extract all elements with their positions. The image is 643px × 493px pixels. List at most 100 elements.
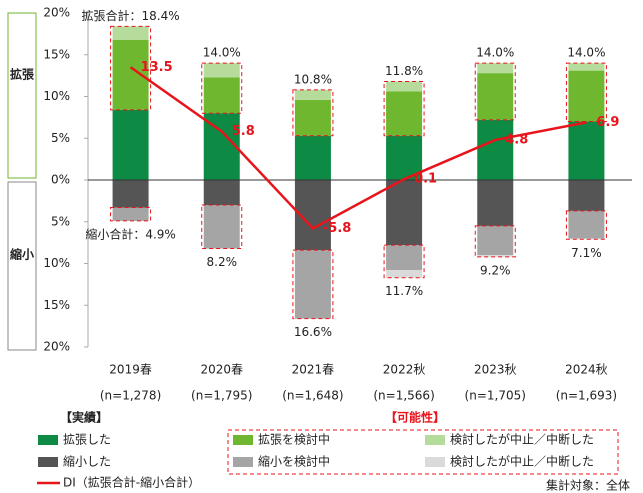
possibility-box [110, 207, 152, 222]
total-label: 9.2% [480, 263, 511, 277]
x-tick-label: 2022秋 [383, 363, 426, 377]
bar-segment [203, 77, 240, 114]
possibility-box [383, 244, 425, 279]
side-label: 縮小 [10, 247, 34, 262]
di-label: 0.1 [414, 172, 437, 187]
bar-segment [568, 238, 605, 240]
bar-segment [294, 99, 331, 136]
possibility-box [292, 89, 334, 137]
bar-segment [386, 91, 423, 136]
bar-segment [294, 89, 331, 100]
shrink-box [7, 181, 37, 351]
total-label: 8.2% [207, 255, 238, 269]
di-line [129, 66, 587, 230]
bar-segment [386, 245, 423, 271]
y-tick-label: 15% [43, 298, 70, 312]
legend-label: 縮小を検討中 [258, 454, 330, 469]
sample-size: (n=1,705) [465, 389, 526, 403]
y-tick-label: 10% [43, 89, 70, 103]
legend-swatch [425, 435, 445, 445]
bar-segment [294, 250, 331, 319]
sample-size: (n=1,693) [556, 389, 617, 403]
bar-segment [477, 180, 514, 226]
bar-segment [112, 26, 149, 40]
y-tick-label: 0% [51, 173, 70, 187]
bar-segment [568, 63, 605, 71]
legend-label: DI（拡張合計-縮小合計） [63, 475, 200, 490]
legend-title: 【可能性】 [385, 410, 445, 425]
sample-size: (n=1,795) [191, 389, 252, 403]
total-label: 14.0% [203, 46, 241, 60]
legend-label: 拡張した [63, 433, 111, 447]
bar-segment [477, 63, 514, 74]
total-label: 16.6% [294, 325, 332, 339]
legend-label: 検討したが中止／中断した [450, 432, 594, 447]
x-tick-label: 2019春 [109, 363, 152, 377]
legend-swatch [38, 435, 58, 445]
possibility-box [565, 210, 607, 240]
y-tick-label: 20% [43, 6, 70, 20]
sample-size: (n=1,648) [282, 389, 343, 403]
possibility-box [474, 225, 516, 258]
total-label: 縮小合計：4.9% [85, 226, 176, 241]
possibility-box [292, 249, 334, 320]
di-label: 5.8 [232, 124, 255, 139]
bar-segment [386, 270, 423, 278]
bar-segment [386, 135, 423, 180]
legend-swatch [233, 457, 253, 467]
legend-swatch [233, 435, 253, 445]
y-tick-label: 5% [51, 131, 70, 145]
y-tick-label: 10% [43, 256, 70, 270]
total-label: 11.8% [385, 64, 423, 78]
legend-label: 検討したが中止／中断した [450, 454, 594, 469]
side-label: 拡張 [10, 67, 35, 82]
bar-segment [477, 225, 514, 256]
legend-label: 拡張を検討中 [258, 432, 330, 447]
legend-label: 縮小した [63, 454, 111, 469]
bar-segment [203, 205, 240, 249]
bar-segment [386, 180, 423, 246]
x-tick-label: 2024秋 [565, 363, 608, 377]
sample-size: (n=1,278) [100, 389, 161, 403]
bar-segment [477, 73, 514, 120]
bar-segment [203, 63, 240, 78]
di-label: 13.5 [141, 60, 173, 75]
bar-segment [112, 109, 149, 180]
possibility-box [383, 80, 425, 137]
y-tick-label: 20% [43, 340, 70, 354]
x-tick-label: 2020春 [200, 363, 243, 377]
bar-segment [568, 70, 605, 122]
total-label: 14.0% [476, 46, 514, 60]
bar-segment [568, 180, 605, 211]
x-tick-label: 2021春 [292, 363, 335, 377]
di-label: -5.8 [323, 221, 351, 236]
di-label: 6.9 [596, 115, 619, 130]
legend-swatch [425, 457, 445, 467]
bar-segment [477, 255, 514, 257]
total-label: 7.1% [571, 246, 602, 260]
di-label: 4.8 [505, 132, 528, 147]
bar-segment [386, 81, 423, 92]
expand-box [7, 12, 37, 179]
y-tick-label: 5% [51, 214, 70, 228]
bar-segment [112, 180, 149, 208]
bar-segment [568, 121, 605, 180]
total-label: 10.8% [294, 72, 332, 86]
legend-swatch [38, 457, 58, 467]
possibility-box [110, 25, 152, 111]
bar-segment [477, 119, 514, 180]
sample-size: (n=1,566) [373, 389, 434, 403]
footnote: 集計対象：全体 [546, 478, 630, 493]
total-label: 14.0% [567, 46, 605, 60]
x-tick-label: 2023秋 [474, 363, 517, 377]
legend-title: 【実績】 [60, 410, 108, 425]
total-label: 11.7% [385, 284, 423, 298]
bar-segment [294, 135, 331, 180]
total-label: 拡張合計：18.4% [82, 8, 180, 23]
bar-segment [203, 180, 240, 206]
y-tick-label: 15% [43, 47, 70, 61]
possibility-box [201, 62, 243, 114]
bar-segment [568, 210, 605, 239]
